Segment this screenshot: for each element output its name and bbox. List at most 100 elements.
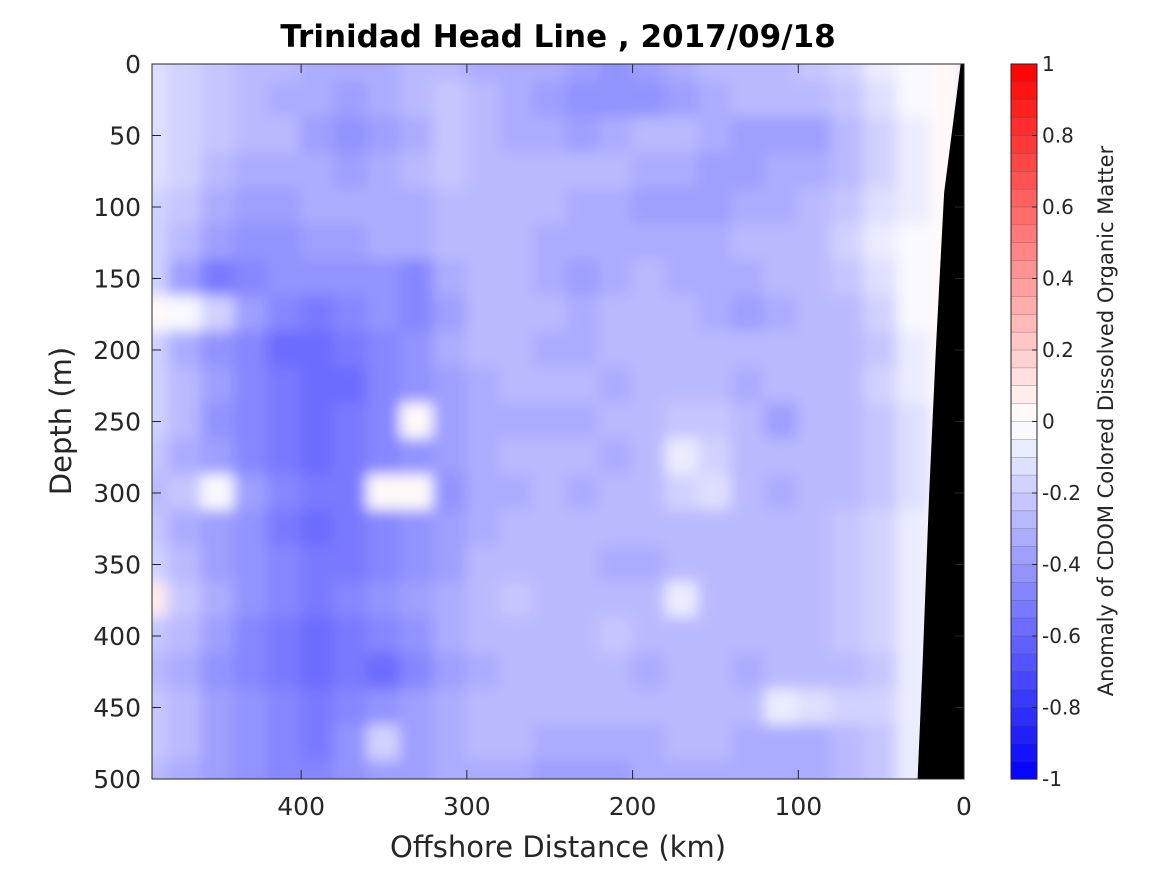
heatmap-cell (200, 438, 236, 477)
colorbar-tick-label: 0.8 (1042, 124, 1074, 148)
heatmap-cell (465, 617, 501, 655)
heatmap-cell (300, 116, 336, 155)
heatmap-cell (167, 438, 203, 477)
heatmap-cell (167, 760, 203, 779)
heatmap-cell (233, 402, 269, 441)
plot-area (152, 64, 964, 779)
heatmap-cell (664, 64, 700, 83)
heatmap-cell (399, 688, 435, 727)
heatmap-cell (399, 760, 435, 779)
heatmap-cell (152, 152, 170, 191)
heatmap-cell (797, 402, 833, 441)
heatmap-cell (499, 402, 535, 441)
heatmap-cell (465, 188, 501, 226)
heatmap-cell (233, 688, 269, 727)
heatmap-cell (896, 295, 932, 334)
heatmap-cell (233, 223, 269, 262)
heatmap-cell (499, 509, 535, 548)
heatmap-cell (664, 438, 700, 477)
y-tick-label: 100 (93, 193, 141, 222)
heatmap-cell (300, 688, 336, 727)
heatmap-cell (300, 402, 336, 441)
heatmap-cell (863, 80, 899, 119)
heatmap-cell (731, 366, 767, 405)
heatmap-cell (797, 152, 833, 191)
heatmap-cell (664, 295, 700, 334)
heatmap-cell (764, 402, 800, 441)
heatmap-cell (565, 760, 601, 779)
heatmap-cell (267, 581, 303, 620)
heatmap-cell (598, 724, 634, 763)
colorbar-tick-label: 0.4 (1042, 267, 1074, 291)
heatmap-cell (631, 223, 667, 262)
heatmap-cell (167, 545, 203, 584)
heatmap-cell (499, 438, 535, 477)
heatmap-cell (333, 724, 369, 763)
heatmap-cell (598, 295, 634, 334)
heatmap-cell (797, 366, 833, 405)
heatmap-cell (565, 688, 601, 727)
heatmap-cell (366, 581, 402, 620)
heatmap-cell (731, 688, 767, 727)
heatmap-cell (399, 152, 435, 191)
heatmap-cell (830, 188, 866, 226)
heatmap-cell (152, 724, 170, 763)
heatmap-cell (366, 152, 402, 191)
heatmap-cell (863, 545, 899, 584)
heatmap-cell (499, 188, 535, 226)
heatmap-cell (664, 688, 700, 727)
heatmap-cell (731, 652, 767, 691)
heatmap-cell (465, 474, 501, 512)
heatmap-cell (465, 688, 501, 727)
heatmap-cell (830, 760, 866, 779)
colorbar-segment (1011, 457, 1037, 476)
heatmap-cell (167, 223, 203, 262)
heatmap-cell (267, 152, 303, 191)
heatmap-cell (200, 64, 236, 83)
heatmap-cell (532, 438, 568, 477)
heatmap-cell (764, 116, 800, 155)
heatmap-cell (267, 331, 303, 369)
heatmap-cell (565, 366, 601, 405)
heatmap-cell (797, 760, 833, 779)
heatmap-cell (465, 724, 501, 763)
heatmap-cell (267, 366, 303, 405)
heatmap-cell (366, 688, 402, 727)
heatmap-cell (863, 760, 899, 779)
heatmap-cell (532, 295, 568, 334)
heatmap-cell (399, 581, 435, 620)
heatmap-cell (797, 509, 833, 548)
heatmap-cell (465, 80, 501, 119)
heatmap-cell (598, 474, 634, 512)
chart-title: Trinidad Head Line , 2017/09/18 (280, 19, 835, 55)
heatmap-cell (333, 366, 369, 405)
y-tick-label: 250 (93, 408, 141, 437)
heatmap-cell (764, 331, 800, 369)
heatmap-cell (664, 509, 700, 548)
heatmap-cell (432, 188, 468, 226)
heatmap-cell (532, 223, 568, 262)
heatmap-cell (631, 188, 667, 226)
heatmap-cell (664, 652, 700, 691)
heatmap-cell (532, 581, 568, 620)
heatmap-cell (532, 760, 568, 779)
heatmap-cell (233, 581, 269, 620)
heatmap-cell (532, 152, 568, 191)
heatmap-cell (366, 724, 402, 763)
heatmap-cell (731, 402, 767, 441)
heatmap-cell (631, 652, 667, 691)
heatmap-cell (465, 152, 501, 191)
y-tick-label: 150 (93, 265, 141, 294)
heatmap-cell (830, 581, 866, 620)
heatmap-cell (465, 295, 501, 334)
heatmap-cell (233, 295, 269, 334)
heatmap-cell (598, 64, 634, 83)
heatmap-cell (499, 545, 535, 584)
heatmap-cell (399, 474, 435, 512)
heatmap-cell (830, 259, 866, 298)
heatmap-cell (697, 617, 733, 655)
heatmap-cell (598, 760, 634, 779)
heatmap-cell (896, 152, 932, 191)
heatmap-cell (797, 652, 833, 691)
heatmap-cell (664, 366, 700, 405)
